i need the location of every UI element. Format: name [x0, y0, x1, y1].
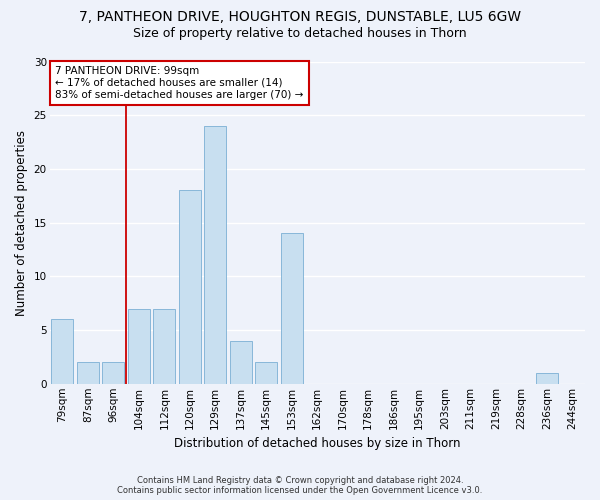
- Text: Size of property relative to detached houses in Thorn: Size of property relative to detached ho…: [133, 28, 467, 40]
- Bar: [205, 126, 226, 384]
- Bar: [103, 362, 124, 384]
- Bar: [281, 234, 302, 384]
- Bar: [128, 308, 149, 384]
- Bar: [179, 190, 200, 384]
- X-axis label: Distribution of detached houses by size in Thorn: Distribution of detached houses by size …: [174, 437, 461, 450]
- Bar: [154, 308, 175, 384]
- Text: Contains HM Land Registry data © Crown copyright and database right 2024.
Contai: Contains HM Land Registry data © Crown c…: [118, 476, 482, 495]
- Y-axis label: Number of detached properties: Number of detached properties: [15, 130, 28, 316]
- Text: 7 PANTHEON DRIVE: 99sqm
← 17% of detached houses are smaller (14)
83% of semi-de: 7 PANTHEON DRIVE: 99sqm ← 17% of detache…: [55, 66, 304, 100]
- Bar: [77, 362, 98, 384]
- Bar: [52, 320, 73, 384]
- Bar: [230, 341, 251, 384]
- Bar: [536, 373, 557, 384]
- Text: 7, PANTHEON DRIVE, HOUGHTON REGIS, DUNSTABLE, LU5 6GW: 7, PANTHEON DRIVE, HOUGHTON REGIS, DUNST…: [79, 10, 521, 24]
- Bar: [256, 362, 277, 384]
